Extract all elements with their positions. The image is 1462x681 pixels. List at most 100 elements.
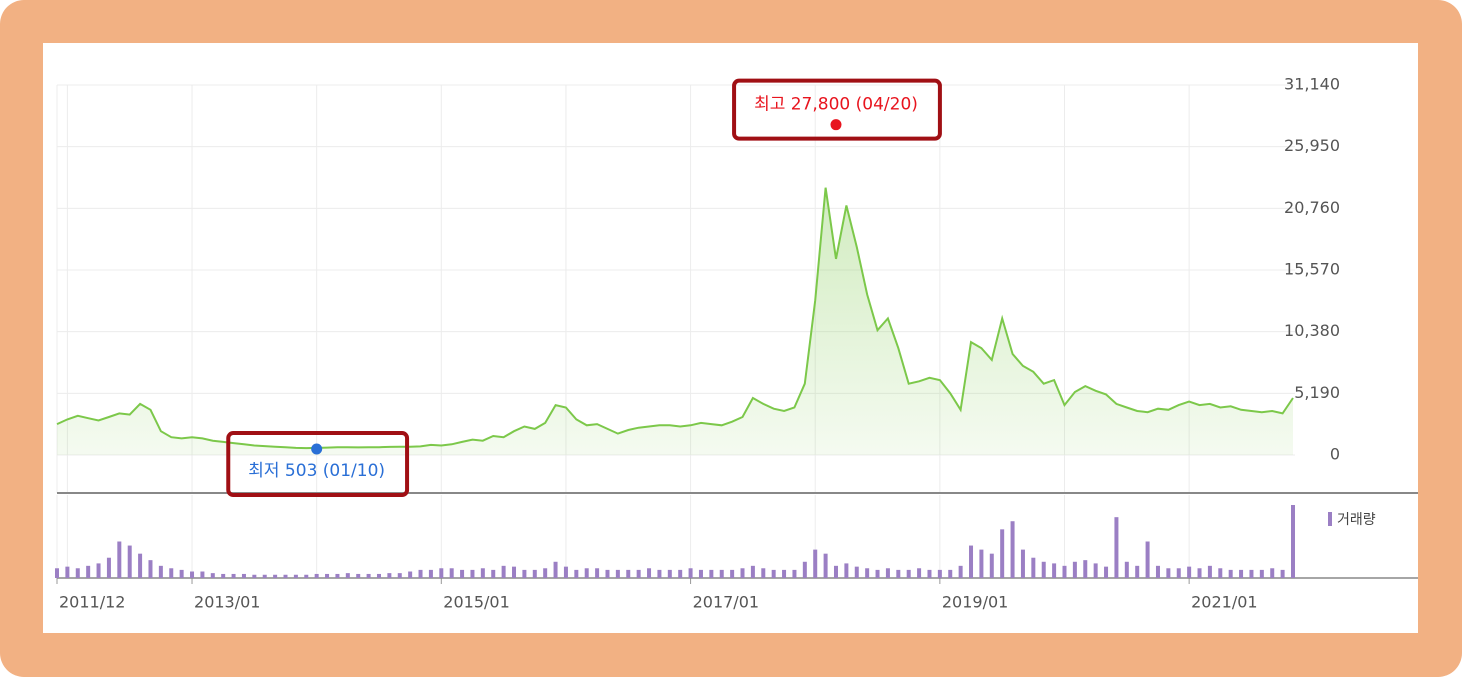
volume-bar: [1207, 565, 1212, 578]
volume-bar: [1270, 568, 1275, 578]
volume-bar: [148, 560, 153, 578]
volume-bar: [1239, 569, 1244, 578]
volume-bar: [875, 569, 880, 578]
volume-bar: [1145, 541, 1150, 578]
volume-bar: [1104, 566, 1109, 578]
volume-bar: [55, 568, 59, 578]
volume-bar: [117, 541, 122, 578]
volume-bar: [823, 553, 828, 578]
volume-bar: [678, 569, 683, 578]
volume-bar: [1176, 568, 1181, 578]
x-tick-label: 2017/01: [693, 593, 759, 612]
volume-bar: [210, 573, 215, 578]
volume-bar: [1062, 565, 1067, 578]
volume-bar: [865, 568, 870, 578]
y-tick-label: 31,140: [1284, 75, 1340, 94]
volume-bar: [470, 569, 475, 578]
volume-bar: [989, 553, 994, 578]
volume-bar: [605, 569, 610, 578]
volume-bar: [543, 568, 548, 578]
volume-bar: [553, 561, 558, 578]
volume-bar: [231, 573, 236, 578]
volume-bar: [927, 569, 932, 578]
volume-bar: [1072, 561, 1077, 578]
volume-bar: [408, 571, 413, 578]
legend-swatch: [1328, 512, 1332, 526]
volume-bar: [844, 563, 849, 578]
volume-bar: [1249, 569, 1254, 578]
volume-bar: [480, 568, 485, 578]
volume-bar: [1114, 517, 1119, 578]
volume-bar: [387, 573, 392, 578]
volume-bar: [252, 574, 257, 578]
volume-bar: [730, 569, 735, 578]
price-line: [56, 187, 1294, 450]
volume-bar: [698, 569, 703, 578]
volume-bar: [366, 573, 371, 578]
volume-bar: [937, 569, 942, 578]
volume-bar: [636, 569, 641, 578]
volume-bar: [1124, 561, 1129, 578]
volume-bar: [190, 571, 195, 578]
volume-bar: [304, 574, 309, 578]
volume-bar: [1228, 569, 1233, 578]
volume-bar: [948, 569, 953, 578]
volume-bar: [262, 574, 267, 578]
volume-bar: [563, 566, 568, 578]
volume-bar: [574, 569, 579, 578]
y-tick-label: 15,570: [1284, 260, 1340, 279]
legend-label: 거래량: [1337, 512, 1376, 528]
volume-bar: [460, 569, 465, 578]
volume-bar: [86, 565, 91, 578]
volume-bar: [179, 569, 184, 578]
volume-bar: [1010, 521, 1015, 578]
volume-bar: [719, 569, 724, 578]
annotation-text: 최저 503 (01/10): [248, 461, 385, 481]
volume-bar: [667, 569, 672, 578]
volume-bar: [1135, 565, 1140, 578]
volume-bar: [969, 545, 974, 578]
volume-bar: [906, 569, 911, 578]
volume-bar: [740, 568, 745, 578]
volume-bar: [885, 568, 890, 578]
volume-bar: [1052, 563, 1057, 578]
volume-bar: [1031, 557, 1036, 578]
volume-bar: [1041, 561, 1046, 578]
volume-bar: [449, 568, 454, 578]
x-tick-label: 2019/01: [942, 593, 1008, 612]
volume-bar: [1218, 568, 1223, 578]
volume-bar: [750, 565, 755, 578]
price-area: [57, 187, 1293, 455]
volume-bar: [958, 565, 963, 578]
volume-bar: [283, 574, 288, 578]
volume-bar: [325, 573, 330, 578]
highlight-box: [226, 431, 410, 498]
x-tick-label: 2013/01: [194, 593, 260, 612]
volume-bar: [1020, 549, 1025, 578]
volume-bar: [397, 573, 402, 578]
volume-bar: [221, 573, 226, 578]
volume-bar: [522, 569, 527, 578]
volume-bar: [158, 565, 163, 578]
volume-bar: [1259, 569, 1264, 578]
annotation-text: 최고 27,800 (04/20): [754, 95, 918, 115]
volume-bar: [584, 568, 589, 578]
volume-bar: [647, 568, 652, 578]
y-tick-label: 25,950: [1284, 136, 1340, 155]
volume-bar: [813, 549, 818, 578]
volume-bar: [771, 569, 776, 578]
volume-bar: [1093, 563, 1098, 578]
volume-bar: [356, 573, 361, 578]
volume-bar: [418, 569, 423, 578]
volume-bar: [688, 568, 693, 578]
volume-bar: [512, 566, 517, 578]
extreme-dot: [830, 119, 842, 131]
volume-bar: [200, 571, 205, 578]
volume-bar: [376, 573, 381, 578]
volume-bar: [1291, 505, 1295, 578]
volume-bar: [169, 568, 174, 578]
volume-bar: [1083, 560, 1088, 578]
volume-bar: [709, 569, 714, 578]
volume-bar: [314, 573, 319, 578]
